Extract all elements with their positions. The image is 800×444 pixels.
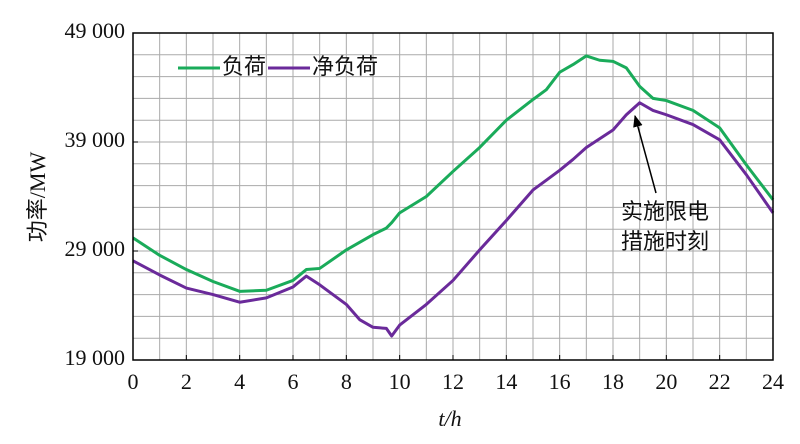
y-tick-label: 29 000 (65, 236, 126, 261)
x-tick-label: 4 (234, 369, 245, 394)
series-line (132, 101, 775, 338)
x-tick-label: 22 (709, 369, 731, 394)
annotation: 措施时刻 (621, 230, 709, 255)
x-tick-label: 20 (655, 369, 677, 394)
x-tick-label: 12 (442, 369, 464, 394)
annotation: 实施限电 (621, 200, 709, 225)
x-tick-label: 2 (181, 369, 192, 394)
x-tick-label: 10 (389, 369, 411, 394)
x-tick-label: 18 (602, 369, 624, 394)
series-line (132, 54, 775, 293)
y-tick-label: 19 000 (65, 345, 126, 370)
x-tick-label: 24 (762, 369, 784, 394)
legend-label: 净负荷 (312, 55, 378, 80)
x-tick-label: 0 (128, 369, 139, 394)
annotation-arrow (633, 114, 657, 194)
y-tick-label: 39 000 (65, 127, 126, 152)
x-tick-label: 6 (288, 369, 299, 394)
legend-label: 负荷 (222, 55, 266, 80)
y-axis-label: 功率/MW (25, 152, 50, 243)
y-tick-label: 49 000 (65, 18, 126, 43)
x-tick-label: 8 (341, 369, 352, 394)
x-axis-label: t/h (438, 406, 461, 431)
x-tick-label: 14 (495, 369, 517, 394)
x-tick-label: 16 (549, 369, 571, 394)
